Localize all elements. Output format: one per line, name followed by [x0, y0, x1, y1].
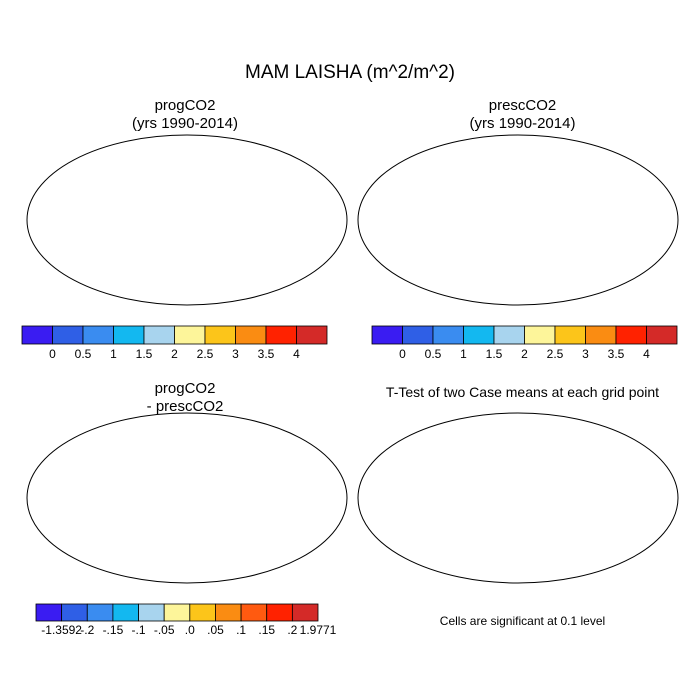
- map-panel-prescco2: [357, 134, 679, 306]
- map-panel-difference: [26, 412, 348, 584]
- colorbar-label: 3.5: [608, 347, 625, 361]
- colorbar-label: 0.5: [75, 347, 92, 361]
- colorbar-swatch: [174, 325, 206, 345]
- map-panel-progco2: [26, 134, 348, 306]
- panel-2-title: prescCO2 (yrs 1990-2014): [469, 97, 576, 132]
- colorbar-label: 0: [399, 347, 406, 361]
- colorbar-label: .15: [258, 623, 275, 637]
- colorbar-label: 3.5: [258, 347, 275, 361]
- colorbar-swatch: [143, 325, 175, 345]
- colorbar-label: 2: [521, 347, 528, 361]
- colorbar-swatch: [402, 325, 434, 345]
- colorbar-label: -.15: [103, 623, 124, 637]
- colorbar-label: 1: [110, 347, 117, 361]
- colorbar-swatch: [266, 603, 293, 622]
- colorbar-label: -.2: [80, 623, 94, 637]
- colorbar-swatch: [35, 603, 63, 622]
- colorbar-label: 2: [171, 347, 178, 361]
- colorbar-swatch: [371, 325, 403, 345]
- colorbar-difference: -1.3592-.2 -.15 -.1 -.05 .0 .05 .1 .15 .2 1.9771: [35, 603, 337, 637]
- colorbar-progco2: 0 0.5 1 1.5 2 2.5 3 3.5 4: [21, 325, 328, 361]
- colorbar-swatch: [493, 325, 525, 345]
- colorbar-swatch: [82, 325, 114, 345]
- colorbar-swatch: [291, 603, 319, 622]
- colorbar-label: -.1: [132, 623, 146, 637]
- colorbar-label: 0.5: [425, 347, 442, 361]
- panel-4-title: T-Test of two Case means at each grid po…: [385, 384, 660, 400]
- colorbar-label: 2.5: [197, 347, 214, 361]
- colorbar-label: 1: [460, 347, 467, 361]
- colorbar-label: .1: [236, 623, 246, 637]
- colorbar-label: 0: [49, 347, 56, 361]
- colorbar-swatch: [524, 325, 556, 345]
- colorbar-label: .0: [185, 623, 195, 637]
- colorbar-label: .05: [207, 623, 224, 637]
- colorbar-swatch: [138, 603, 165, 622]
- panel-1-title: progCO2 (yrs 1990-2014): [132, 97, 238, 132]
- colorbar-swatch: [61, 603, 88, 622]
- colorbar-swatch: [21, 325, 53, 345]
- colorbar-swatch: [585, 325, 617, 345]
- colorbar-label: 3: [582, 347, 589, 361]
- colorbar-label: 4: [643, 347, 650, 361]
- panel-3-title: progCO2- prescCO2: [146, 380, 224, 415]
- colorbar-label: 1.9771: [300, 623, 337, 637]
- colorbar-label: -1.3592: [41, 623, 82, 637]
- colorbar-swatch: [113, 325, 145, 345]
- colorbar-swatch: [296, 325, 328, 345]
- colorbar-swatch: [163, 603, 191, 622]
- colorbar-swatch: [112, 603, 139, 622]
- colorbar-label: 4: [293, 347, 300, 361]
- colorbar-label: 2.5: [547, 347, 564, 361]
- colorbar-label: 1.5: [486, 347, 503, 361]
- colorbar-swatch: [265, 325, 297, 345]
- colorbar-swatch: [463, 325, 495, 345]
- colorbar-label: 3: [232, 347, 239, 361]
- colorbar-swatch: [52, 325, 84, 345]
- colorbar-swatch: [615, 325, 647, 345]
- map-panel-ttest: [357, 412, 679, 584]
- colorbar-label: 1.5: [136, 347, 153, 361]
- colorbar-swatch: [215, 603, 242, 622]
- figure-title: MAM LAISHA (m^2/m^2): [245, 62, 455, 83]
- colorbar-swatch: [235, 325, 267, 345]
- colorbar-swatch: [86, 603, 114, 622]
- colorbar-label: .2: [287, 623, 297, 637]
- colorbar-prescco2: 0 0.5 1 1.5 2 2.5 3 3.5 4: [371, 325, 678, 361]
- colorbar-swatch: [432, 325, 464, 345]
- colorbar-label: -.05: [154, 623, 175, 637]
- colorbar-swatch: [204, 325, 236, 345]
- colorbar-swatch: [554, 325, 586, 345]
- colorbar-swatch: [240, 603, 268, 622]
- colorbar-swatch: [189, 603, 216, 622]
- significance-note: Cells are significant at 0.1 level: [439, 614, 606, 628]
- colorbar-swatch: [646, 325, 678, 345]
